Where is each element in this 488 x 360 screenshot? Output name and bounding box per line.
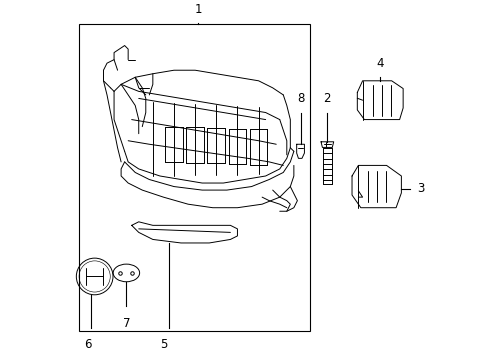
Text: 4: 4 [376,57,383,70]
Text: 3: 3 [416,182,424,195]
Text: 1: 1 [195,3,202,15]
Text: 7: 7 [122,317,130,330]
Text: 2: 2 [323,93,330,105]
Bar [79,24,309,331]
Text: 6: 6 [84,338,91,351]
Text: 8: 8 [297,93,304,105]
Text: 5: 5 [160,338,167,351]
